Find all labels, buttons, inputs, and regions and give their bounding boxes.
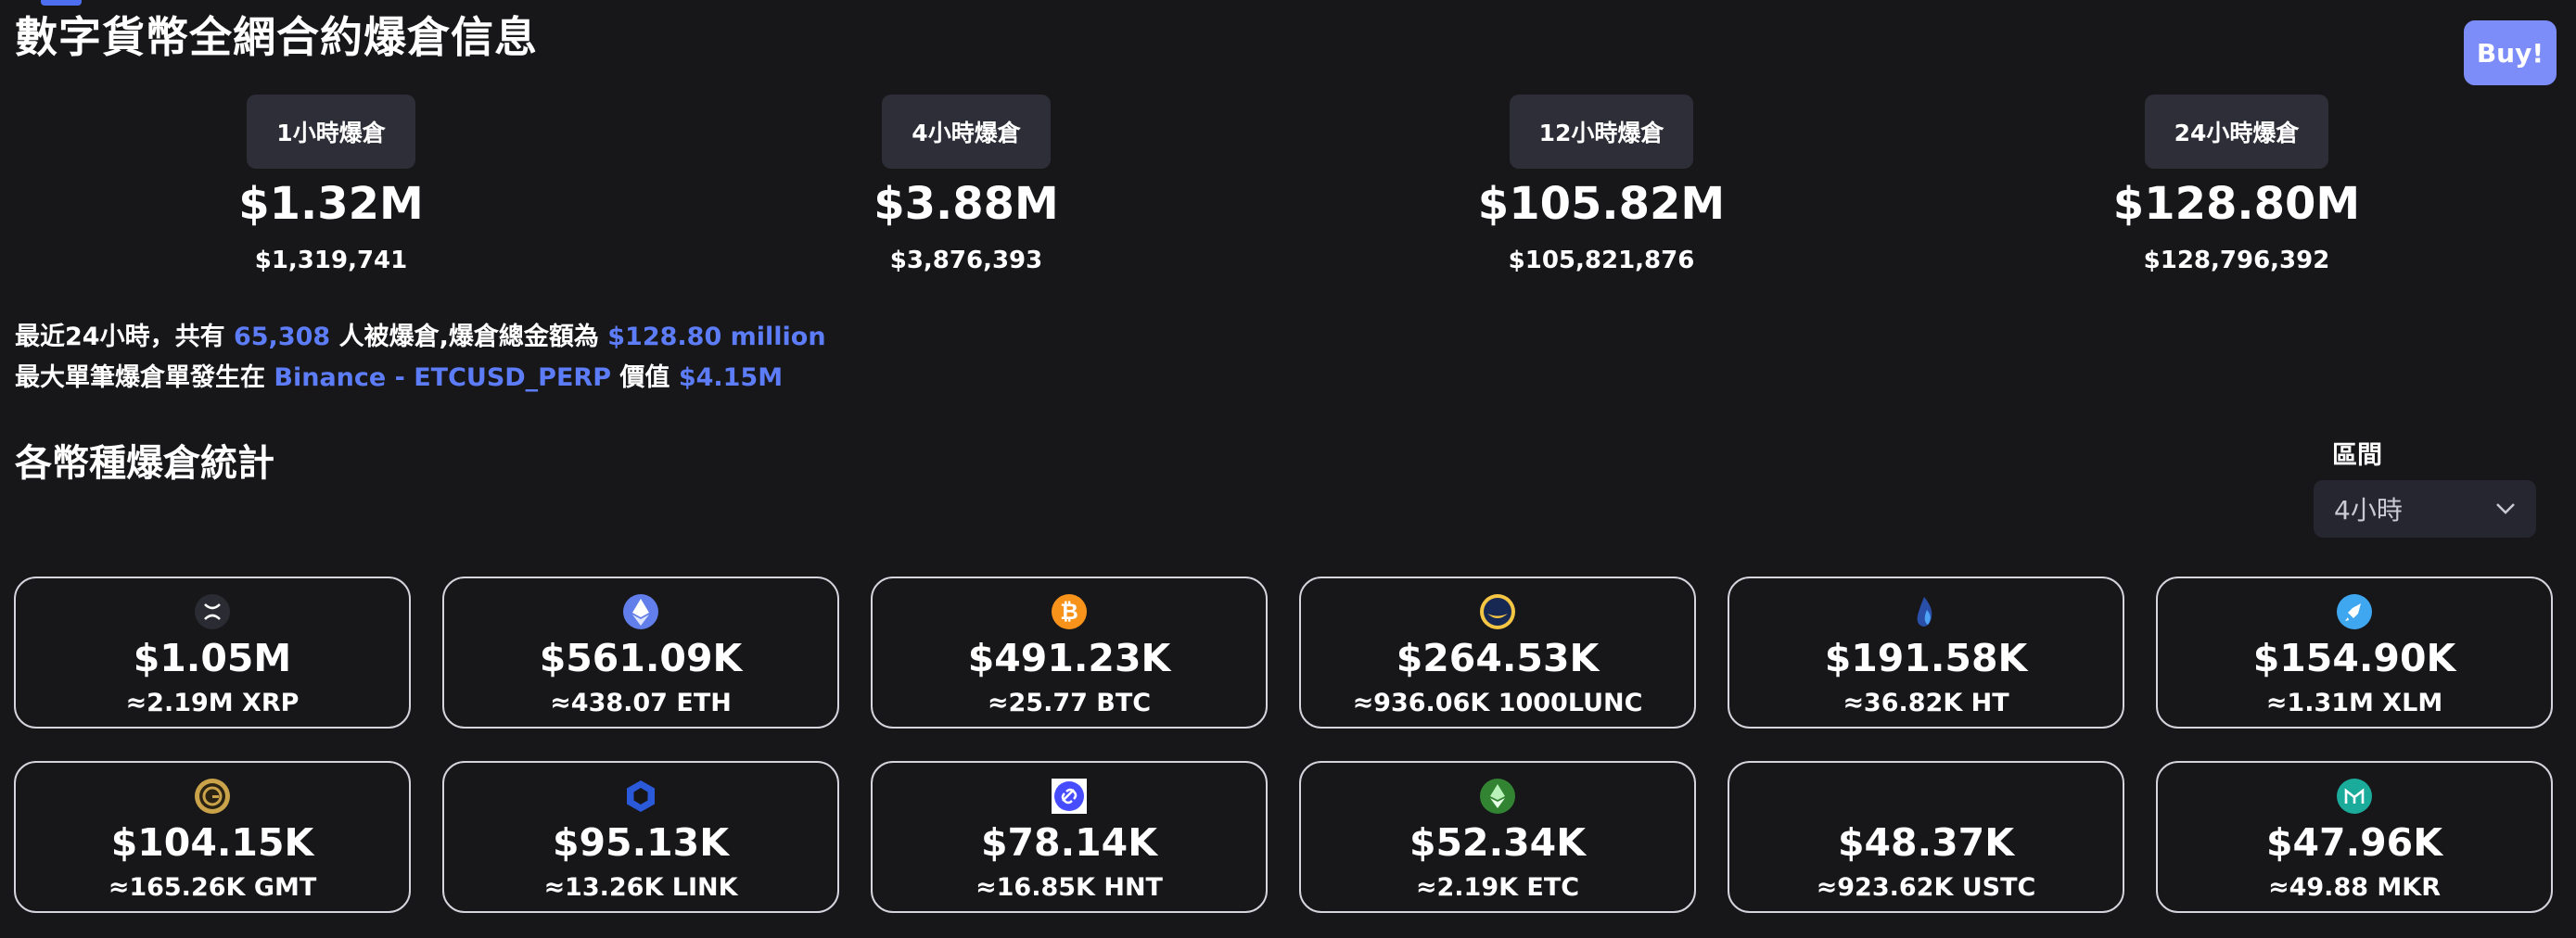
coin-card-gmt[interactable]: $104.15K ≈165.26K GMT (14, 761, 411, 913)
coin-usd-value: $191.58K (1824, 636, 2028, 680)
gmt-icon (194, 778, 231, 815)
range-select-value: 4小時 (2334, 495, 2403, 526)
summary-text: 價值 (619, 363, 670, 392)
coin-card-mkr[interactable]: $47.96K ≈49.88 MKR (2156, 761, 2553, 913)
coin-amount: ≈49.88 MKR (2267, 873, 2441, 902)
period-exact-amount: $128,796,392 (2143, 247, 2330, 274)
coin-card-ustc[interactable]: $48.37K ≈923.62K USTC (1728, 761, 2124, 913)
link-icon (622, 778, 659, 815)
coin-usd-value: $52.34K (1409, 820, 1586, 865)
chevron-down-icon (2495, 502, 2516, 515)
coin-amount: ≈2.19M XRP (125, 689, 300, 717)
svg-text:₿: ₿ (1060, 599, 1078, 625)
period-amount: $105.82M (1477, 178, 1726, 230)
period-tab-12h[interactable]: 12小時爆倉 (1509, 95, 1694, 169)
ht-icon (1907, 593, 1945, 630)
summary-text: 最大單筆爆倉單發生在 (15, 363, 265, 392)
coin-card-btc[interactable]: ₿ $491.23K ≈25.77 BTC (871, 577, 1268, 729)
coin-usd-value: $48.37K (1838, 820, 2014, 865)
coin-amount: ≈25.77 BTC (987, 689, 1152, 717)
brand-mark (41, 0, 82, 6)
summary-text: 人被爆倉,爆倉總金額為 (338, 323, 599, 351)
summary-text: 最近24小時，共有 (15, 323, 225, 351)
coin-amount: ≈2.19K ETC (1415, 873, 1580, 902)
mkr-icon (2336, 778, 2373, 815)
period-amount: $3.88M (874, 178, 1059, 230)
coin-usd-value: $561.09K (539, 636, 743, 680)
period-amount: $1.32M (238, 178, 424, 230)
coin-usd-value: $47.96K (2266, 820, 2442, 865)
coin-amount: ≈438.07 ETH (550, 689, 732, 717)
coin-card-eth[interactable]: $561.09K ≈438.07 ETH (442, 577, 839, 729)
coin-card-hnt[interactable]: $78.14K ≈16.85K HNT (871, 761, 1268, 913)
range-label: 區間 (2332, 441, 2382, 470)
coin-card-xrp[interactable]: $1.05M ≈2.19M XRP (14, 577, 411, 729)
period-tab-4h[interactable]: 4小時爆倉 (882, 95, 1051, 169)
buy-button[interactable]: Buy! (2464, 20, 2557, 85)
largest-order-link[interactable]: Binance - ETCUSD_PERP (274, 363, 611, 392)
ustc-icon (1907, 778, 1945, 815)
coin-amount: ≈16.85K HNT (976, 873, 1163, 902)
period-stat-1h: 1小時爆倉 $1.32M $1,319,741 (192, 95, 470, 276)
coin-amount: ≈165.26K GMT (108, 873, 317, 902)
coin-usd-value: $104.15K (110, 820, 314, 865)
section-title: 各幣種爆倉統計 (15, 442, 274, 485)
coin-usd-value: $95.13K (553, 820, 729, 865)
coin-card-xlm[interactable]: $154.90K ≈1.31M XLM (2156, 577, 2553, 729)
coin-usd-value: $154.90K (2252, 636, 2456, 680)
liquidated-people-count: 65,308 (233, 323, 331, 351)
period-exact-amount: $105,821,876 (1508, 247, 1695, 274)
period-tab-24h[interactable]: 24小時爆倉 (2144, 95, 2329, 169)
xrp-icon (194, 593, 231, 630)
coin-amount: ≈936.06K 1000LUNC (1352, 689, 1643, 717)
btc-icon: ₿ (1051, 593, 1088, 630)
coin-usd-value: $78.14K (981, 820, 1157, 865)
hnt-icon (1051, 778, 1088, 815)
period-exact-amount: $3,876,393 (889, 247, 1043, 274)
coin-card-ht[interactable]: $191.58K ≈36.82K HT (1728, 577, 2124, 729)
coin-card-etc[interactable]: $52.34K ≈2.19K ETC (1299, 761, 1696, 913)
period-stat-4h: 4小時爆倉 $3.88M $3,876,393 (827, 95, 1105, 276)
range-select[interactable]: 4小時 (2314, 480, 2536, 538)
period-amount: $128.80M (2112, 178, 2361, 230)
period-tab-1h[interactable]: 1小時爆倉 (247, 95, 415, 169)
coin-amount: ≈13.26K LINK (543, 873, 738, 902)
summary-line-largest: 最大單筆爆倉單發生在 Binance - ETCUSD_PERP 價值 $4.1… (15, 360, 783, 397)
coin-usd-value: $491.23K (967, 636, 1171, 680)
coin-amount: ≈36.82K HT (1843, 689, 2009, 717)
total-liquidation-amount: $128.80 million (607, 323, 826, 351)
coin-amount: ≈1.31M XLM (2265, 689, 2443, 717)
summary-line-total: 最近24小時，共有 65,308 人被爆倉,爆倉總金額為 $128.80 mil… (15, 319, 826, 356)
coin-amount: ≈923.62K USTC (1816, 873, 2036, 902)
etc-icon (1479, 778, 1516, 815)
coin-usd-value: $264.53K (1396, 636, 1600, 680)
period-stat-24h: 24小時爆倉 $128.80M $128,796,392 (2098, 95, 2376, 276)
eth-icon (622, 593, 659, 630)
coin-card-lunc[interactable]: $264.53K ≈936.06K 1000LUNC (1299, 577, 1696, 729)
period-exact-amount: $1,319,741 (254, 247, 408, 274)
period-stat-12h: 12小時爆倉 $105.82M $105,821,876 (1462, 95, 1741, 276)
coin-card-link[interactable]: $95.13K ≈13.26K LINK (442, 761, 839, 913)
largest-order-value: $4.15M (678, 363, 784, 392)
page-title: 數字貨幣全網合約爆倉信息 (15, 12, 538, 62)
xlm-icon (2336, 593, 2373, 630)
lunc-icon (1479, 593, 1516, 630)
coin-usd-value: $1.05M (133, 636, 292, 680)
